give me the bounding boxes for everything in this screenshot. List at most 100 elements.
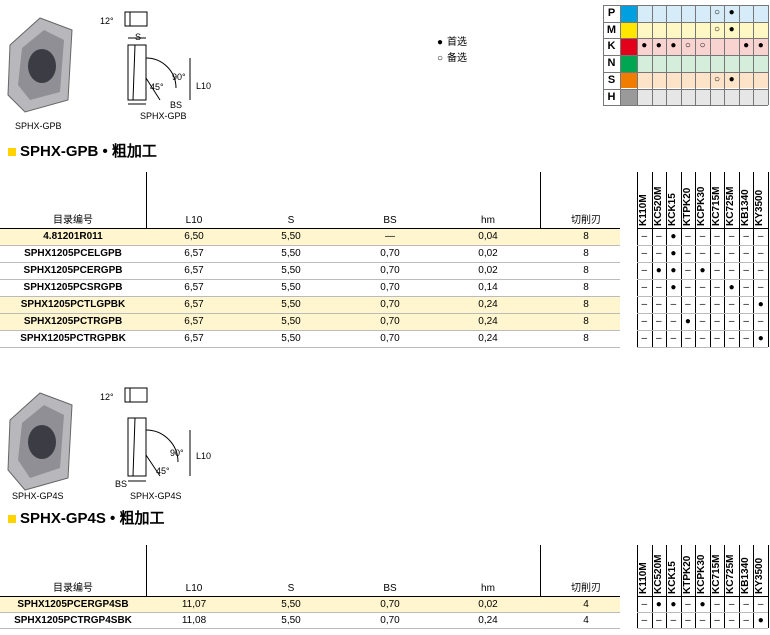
table-cell: 5,50 <box>281 299 301 310</box>
grade-mark: ● <box>728 282 735 293</box>
legend-symbol: ○ <box>437 53 444 64</box>
grade-header: KB1340 <box>739 557 751 594</box>
row-rule <box>0 296 620 297</box>
row-rule <box>637 347 768 348</box>
grid-line <box>680 5 682 106</box>
grade-mark: – <box>714 265 720 276</box>
material-letter: P <box>603 5 620 22</box>
grade-mark: – <box>656 282 662 293</box>
grade-mark: – <box>685 299 691 310</box>
material-mark: ○ <box>714 7 721 18</box>
table-cell: 0,70 <box>380 265 400 276</box>
grid-line <box>738 5 740 106</box>
material-mark: ● <box>728 7 735 18</box>
grade-mark: ● <box>670 265 677 276</box>
grade-mark: – <box>743 299 749 310</box>
table-cell: 6,57 <box>184 282 204 293</box>
grade-mark: – <box>714 316 720 327</box>
column-header: 切削刃 <box>571 215 601 226</box>
grade-header: KC715M <box>710 554 722 594</box>
dimension-label: SPHX-GP4S <box>130 491 182 501</box>
table-cell: SPHX1205PCSRGPB <box>23 282 123 293</box>
grade-divider <box>680 545 682 628</box>
grade-mark: – <box>656 333 662 344</box>
grade-mark: ● <box>670 231 677 242</box>
column-header: 目录编号 <box>53 215 93 226</box>
column-header: BS <box>383 583 397 594</box>
table-cell: SPHX1205PCERGP4SB <box>17 599 129 610</box>
grid-line <box>603 38 768 40</box>
row-rule <box>0 313 620 314</box>
grade-mark: ● <box>699 599 706 610</box>
row-rule <box>0 330 620 331</box>
dimension-label: L10 <box>196 451 212 461</box>
row-rule <box>637 628 768 629</box>
grade-mark: – <box>685 265 691 276</box>
material-row <box>637 21 768 39</box>
table-cell: 6,57 <box>184 299 204 310</box>
material-row <box>637 38 768 56</box>
material-mark: ● <box>670 40 677 52</box>
grade-divider <box>724 172 726 347</box>
grade-mark: – <box>699 333 706 344</box>
material-mark: ● <box>728 23 735 35</box>
material-mark: ● <box>743 40 750 52</box>
grade-header: KCPK30 <box>696 186 708 226</box>
legend-symbol: ● <box>437 37 444 48</box>
insert-drawing <box>124 11 191 105</box>
table-cell: 8 <box>583 231 589 242</box>
row-rule <box>0 245 620 246</box>
material-swatch <box>620 21 637 39</box>
table-cell: 4 <box>583 615 589 626</box>
column-header: S <box>287 583 295 594</box>
table-cell: 0,70 <box>380 615 400 626</box>
grade-mark: – <box>699 282 706 293</box>
grade-mark: – <box>714 231 720 242</box>
grade-header: KCK15 <box>667 193 679 226</box>
table-cell: 4.81201R011 <box>43 231 103 242</box>
grade-mark: – <box>685 282 691 293</box>
photo-label: SPHX-GP4S <box>12 491 64 501</box>
row-highlight <box>0 597 620 612</box>
grade-mark: – <box>757 248 764 259</box>
section-title: SPHX-GP4S • 粗加工 <box>20 510 165 527</box>
table-cell: SPHX1205PCTRGPB <box>23 316 123 327</box>
grade-mark: ● <box>655 599 662 610</box>
column-header: 目录编号 <box>53 583 93 594</box>
grade-mark: – <box>728 248 735 259</box>
grade-mark: ● <box>699 265 706 276</box>
grade-mark: – <box>757 265 764 276</box>
table-cell: SPHX1205PCTRGPBK <box>20 333 126 344</box>
grade-mark: – <box>641 599 648 610</box>
grid-line <box>603 5 768 6</box>
grade-header: KC725M <box>725 186 737 226</box>
grade-mark: – <box>699 299 706 310</box>
insert-photo <box>7 392 73 491</box>
grade-mark: – <box>685 615 691 626</box>
table-cell: 0,02 <box>478 265 498 276</box>
grade-mark: – <box>656 299 662 310</box>
grade-mark: – <box>685 599 691 610</box>
grid-line <box>768 5 769 106</box>
grid-line <box>603 105 768 107</box>
material-swatch <box>620 5 637 22</box>
row-rule <box>637 313 768 314</box>
table-cell: 0,70 <box>380 599 400 610</box>
dimension-label: 12° <box>100 16 114 26</box>
grade-mark: ● <box>757 615 764 626</box>
column-header: L10 <box>185 583 203 594</box>
dimension-label: S <box>135 32 142 42</box>
row-rule <box>637 262 768 263</box>
grade-mark: – <box>656 316 662 327</box>
table-cell: 8 <box>583 299 589 310</box>
grade-mark: – <box>699 248 706 259</box>
row-rule <box>0 279 620 280</box>
grade-mark: – <box>743 333 749 344</box>
row-rule <box>637 330 768 331</box>
grid-line <box>603 21 768 23</box>
header-rule <box>0 596 620 597</box>
grade-mark: ● <box>670 282 677 293</box>
insert-photo <box>7 17 73 113</box>
row-highlight <box>0 314 620 330</box>
